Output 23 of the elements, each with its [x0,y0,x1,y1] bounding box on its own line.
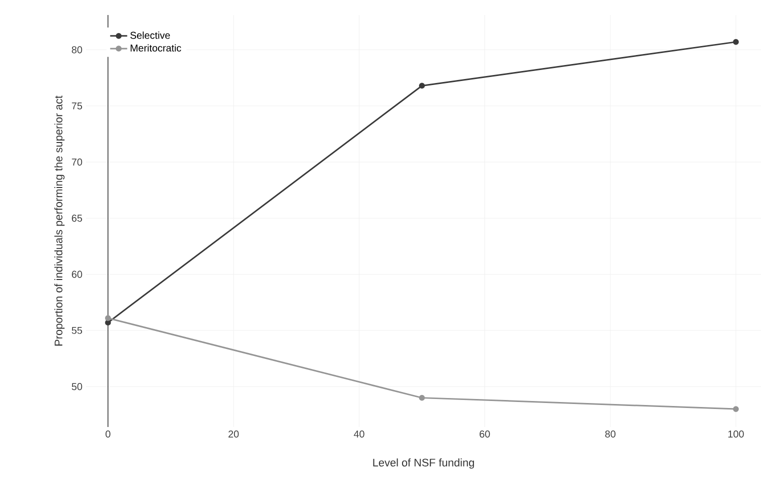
legend-label: Selective [130,32,170,39]
x-tick-label: 20 [228,430,239,438]
y-tick-label: 75 [72,102,82,110]
legend-label: Meritocratic [130,44,182,52]
y-axis-title: Proportion of individuals performing the superior act [54,96,65,346]
point [418,394,425,401]
x-axis-title: Level of NSF funding [373,458,474,469]
x-tick-label: 100 [728,430,744,438]
y-tick-label: 80 [72,46,82,54]
point [105,315,111,322]
point [732,406,739,412]
x-tick-label: 80 [605,430,616,438]
y-tick-label: 50 [72,383,82,390]
point [105,320,111,326]
point [732,38,739,45]
point [418,82,425,89]
x-tick-label: 60 [480,430,490,438]
y-tick-label: 55 [72,326,82,334]
y-tick-label: 70 [72,158,82,166]
x-tick-label: 0 [106,430,110,438]
x-tick-label: 40 [354,430,364,438]
y-tick-label: 65 [72,214,82,222]
y-tick-label: 60 [72,270,82,278]
